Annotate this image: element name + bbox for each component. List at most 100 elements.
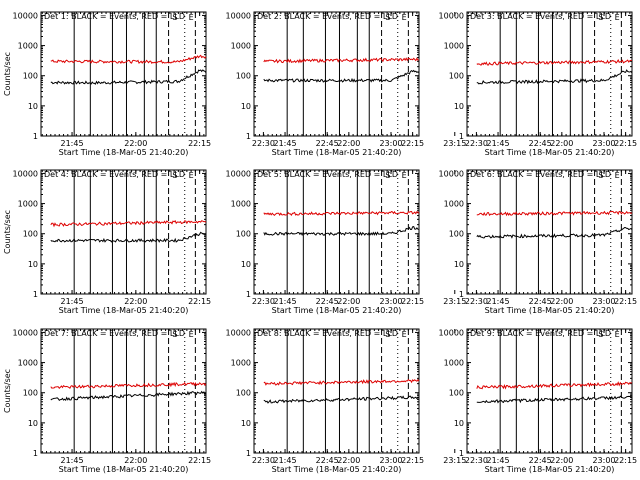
x-tick-label: 21:45 — [274, 297, 297, 306]
detector-panel-3: Det 3: BLACK = Events, RED = LLD 1 10 100 10… — [439, 11, 638, 157]
x-tick-label: 21:45 — [487, 297, 510, 306]
plot-frame — [466, 11, 633, 137]
series-line-lld — [476, 210, 633, 217]
x-tick-label: 22:45 — [316, 456, 339, 465]
marker-label: S — [172, 171, 177, 180]
y-tick-label: 10000 — [226, 11, 251, 20]
x-axis-label: Start Time (18-Mar-05 21:40:20) — [59, 148, 189, 157]
y-tick-label: 10 — [454, 419, 464, 428]
x-axis-label: Start Time (18-Mar-05 21:40:20) — [485, 465, 615, 474]
x-tick-label: 22:30 — [465, 139, 488, 148]
y-tick-label: 10 — [241, 419, 251, 428]
y-tick-label: 10000 — [13, 169, 38, 178]
x-tick-label: 22:00 — [337, 297, 360, 306]
series-line-lld — [476, 381, 633, 390]
marker-label: S — [172, 330, 177, 339]
panel-title: Det 9: BLACK = Events, RED = LLD — [470, 329, 611, 338]
marker-label: S — [385, 330, 390, 339]
y-tick-label: 10 — [28, 102, 38, 111]
marker-label: E — [615, 13, 620, 22]
x-tick-label: 22:15 — [614, 297, 637, 306]
x-tick-label: 22:00 — [550, 297, 573, 306]
x-tick-label: 21:45 — [487, 139, 510, 148]
y-tick-label: 100 — [236, 230, 251, 239]
x-tick-label: 22:15 — [188, 456, 211, 465]
x-tick-label: 23:15 — [443, 456, 466, 465]
panel-title: Det 6: BLACK = Events, RED = LLD — [470, 170, 611, 179]
x-tick-label: 23:00 — [592, 297, 615, 306]
marker-label: E — [189, 330, 194, 339]
x-tick-label: 21:45 — [61, 297, 84, 306]
y-axis-label: Counts/sec — [3, 369, 12, 413]
plot-frame — [466, 328, 633, 454]
marker-label: S — [598, 13, 603, 22]
y-tick-label: 100 — [23, 72, 38, 81]
marker-label: E — [189, 13, 194, 22]
y-tick-label: 10000 — [439, 328, 464, 337]
series-line-lld — [50, 219, 207, 228]
panel-title: Det 7: BLACK = Events, RED = LLD — [44, 329, 185, 338]
series-line-lld — [476, 59, 632, 66]
y-tick-label: 10000 — [13, 328, 38, 337]
plot-frame — [253, 328, 420, 454]
x-tick-label: 22:15 — [614, 456, 637, 465]
y-tick-label: 10000 — [13, 11, 38, 20]
x-axis-label: Start Time (18-Mar-05 21:40:20) — [59, 306, 189, 315]
series-line-events — [263, 226, 420, 237]
y-tick-label: 1 — [246, 132, 251, 141]
x-tick-label: 22:00 — [124, 139, 147, 148]
detector-panel-7: Det 7: BLACK = Events, RED = LLD 1 10 100 10… — [3, 328, 466, 474]
x-tick-label: 22:15 — [401, 297, 424, 306]
y-tick-label: 1 — [459, 290, 464, 299]
plot-frame — [40, 11, 207, 137]
x-tick-label: 21:45 — [274, 139, 297, 148]
marker-label: E — [402, 171, 407, 180]
y-tick-label: 1000 — [444, 200, 464, 209]
x-tick-label: 22:15 — [401, 456, 424, 465]
y-tick-label: 10 — [454, 260, 464, 269]
series-line-events — [50, 231, 207, 243]
y-axis-label: Counts/sec — [3, 210, 12, 254]
x-tick-label: 23:00 — [379, 456, 402, 465]
marker-label: E — [402, 330, 407, 339]
y-tick-label: 10 — [241, 102, 251, 111]
series-line-events — [50, 69, 207, 85]
y-tick-label: 1000 — [444, 42, 464, 51]
panel-title: Det 3: BLACK = Events, RED = LLD — [470, 12, 611, 21]
x-tick-label: 22:15 — [401, 139, 424, 148]
plot-frame — [40, 328, 207, 454]
x-axis-label: Start Time (18-Mar-05 21:40:20) — [272, 148, 402, 157]
y-axis-label: Counts/sec — [3, 52, 12, 96]
series-line-lld — [263, 210, 420, 216]
x-tick-label: 22:45 — [316, 139, 339, 148]
plot-frame — [466, 169, 633, 295]
y-tick-label: 1 — [246, 290, 251, 299]
series-line-events — [476, 226, 633, 239]
x-tick-label: 21:45 — [61, 139, 84, 148]
series-line-lld — [263, 57, 420, 64]
x-tick-label: 21:45 — [274, 456, 297, 465]
x-axis-label: Start Time (18-Mar-05 21:40:20) — [59, 465, 189, 474]
marker-label: S — [385, 13, 390, 22]
x-tick-label: 22:30 — [252, 139, 275, 148]
x-tick-label: 22:45 — [529, 139, 552, 148]
y-tick-label: 1000 — [444, 359, 464, 368]
y-tick-label: 10000 — [226, 328, 251, 337]
x-tick-label: 23:00 — [592, 456, 615, 465]
detector-panel-9: Det 9: BLACK = Events, RED = LLD 1 10 100 10… — [439, 328, 638, 474]
detector-panel-1: Det 1: BLACK = Events, RED = LLD 1 10 100 10… — [3, 11, 466, 157]
x-tick-label: 22:30 — [465, 456, 488, 465]
series-line-events — [476, 69, 633, 85]
y-tick-label: 1 — [246, 449, 251, 458]
x-tick-label: 22:45 — [529, 297, 552, 306]
y-tick-label: 10000 — [226, 169, 251, 178]
y-tick-label: 10 — [241, 260, 251, 269]
y-tick-label: 1 — [33, 132, 38, 141]
plot-frame — [253, 169, 420, 295]
x-tick-label: 22:15 — [188, 297, 211, 306]
x-tick-label: 23:00 — [592, 139, 615, 148]
y-tick-label: 1000 — [231, 359, 251, 368]
y-tick-label: 1 — [33, 449, 38, 458]
y-tick-label: 1000 — [18, 359, 38, 368]
panel-title: Det 2: BLACK = Events, RED = LLD — [257, 12, 398, 21]
